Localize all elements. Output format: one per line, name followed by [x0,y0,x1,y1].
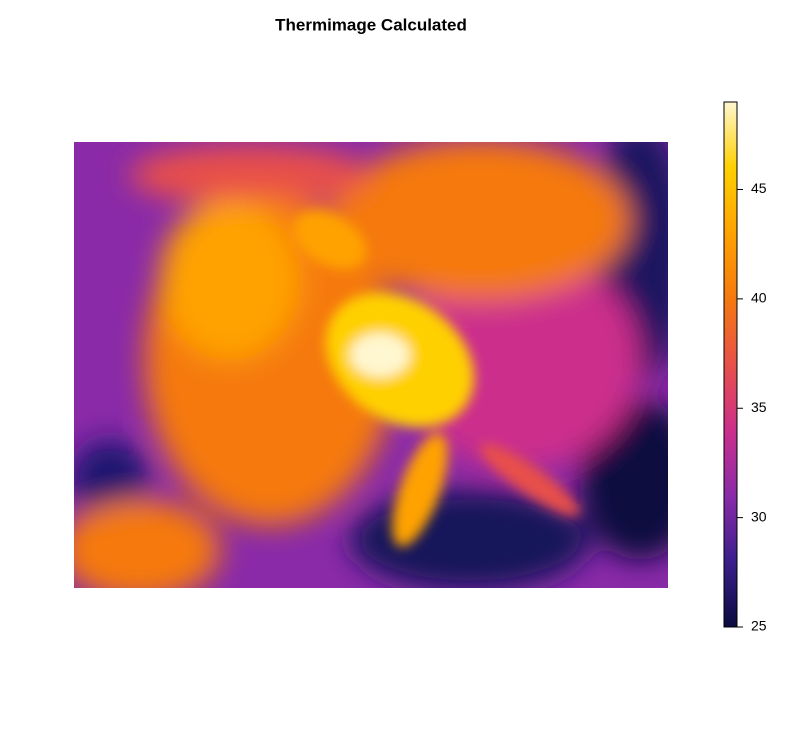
colorbar-tick-label: 45 [751,180,767,196]
thermal-image [74,142,668,588]
colorbar-tick-label: 30 [751,508,767,524]
colorbar-tick-label: 40 [751,290,767,306]
colorbar-tick-label: 35 [751,399,767,415]
chart-title: Thermimage Calculated [275,15,467,34]
colorbar [723,101,738,628]
colorbar-tick-label: 25 [751,618,767,634]
